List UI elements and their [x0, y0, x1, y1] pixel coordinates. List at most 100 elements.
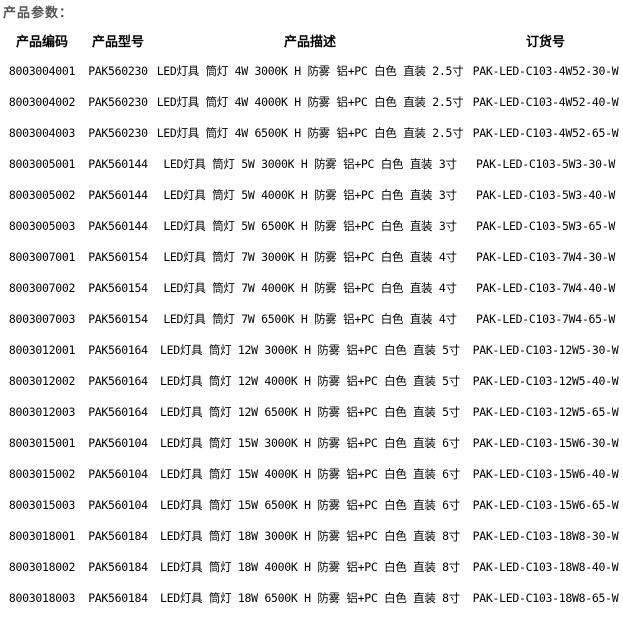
cell-order-number: PAK-LED-C103-5W3-30-W — [475, 156, 616, 171]
cell-product-code: 8003007002 — [8, 280, 76, 295]
cell-product-code: 8003012001 — [8, 342, 76, 357]
cell-product-description: LED灯具 筒灯 15W 6500K H 防雾 铝+PC 白色 直装 6寸 — [160, 497, 460, 512]
cell-order-number: PAK-LED-C103-18W8-65-W — [472, 590, 619, 605]
cell-product-code: 8003007003 — [8, 311, 76, 326]
cell-order-number: PAK-LED-C103-12W5-40-W — [472, 373, 619, 388]
cell-order-number: PAK-LED-C103-7W4-40-W — [475, 280, 616, 295]
cell-product-model: PAK560230 — [88, 63, 148, 78]
cell-product-model: PAK560104 — [88, 435, 148, 450]
cell-product-model: PAK560184 — [88, 528, 148, 543]
cell-product-code: 8003005003 — [8, 218, 76, 233]
table-row: 8003004002 PAK560230 LED灯具 筒灯 4W 4000K H… — [0, 86, 623, 117]
cell-product-model: PAK560104 — [88, 497, 148, 512]
table-row: 8003007003 PAK560154 LED灯具 筒灯 7W 6500K H… — [0, 303, 623, 334]
col-header-product-code: 产品编码 — [15, 34, 68, 50]
table-row: 8003012002 PAK560164 LED灯具 筒灯 12W 4000K … — [0, 365, 623, 396]
table-row: 8003012003 PAK560164 LED灯具 筒灯 12W 6500K … — [0, 396, 623, 427]
cell-order-number: PAK-LED-C103-12W5-65-W — [472, 404, 619, 419]
cell-product-description: LED灯具 筒灯 5W 6500K H 防雾 铝+PC 白色 直装 3寸 — [163, 218, 457, 233]
cell-order-number: PAK-LED-C103-7W4-65-W — [475, 311, 616, 326]
table-row: 8003007001 PAK560154 LED灯具 筒灯 7W 3000K H… — [0, 241, 623, 272]
cell-product-model: PAK560164 — [88, 404, 148, 419]
table-row: 8003015002 PAK560104 LED灯具 筒灯 15W 4000K … — [0, 458, 623, 489]
cell-product-code: 8003012003 — [8, 404, 76, 419]
page-title: 产品参数： — [3, 6, 74, 21]
cell-product-code: 8003012002 — [8, 373, 76, 388]
table-header: 产品编码 产品型号 产品描述 订货号 — [0, 25, 623, 55]
table-header-row: 产品编码 产品型号 产品描述 订货号 — [0, 25, 623, 55]
cell-product-description: LED灯具 筒灯 15W 3000K H 防雾 铝+PC 白色 直装 6寸 — [160, 435, 460, 450]
cell-product-description: LED灯具 筒灯 18W 6500K H 防雾 铝+PC 白色 直装 8寸 — [160, 590, 460, 605]
cell-product-model: PAK560144 — [88, 218, 148, 233]
cell-order-number: PAK-LED-C103-15W6-40-W — [472, 466, 619, 481]
cell-product-code: 8003004002 — [8, 94, 76, 109]
cell-product-code: 8003004003 — [8, 125, 76, 140]
cell-order-number: PAK-LED-C103-5W3-40-W — [475, 187, 616, 202]
cell-product-code: 8003018003 — [8, 590, 76, 605]
cell-order-number: PAK-LED-C103-7W4-30-W — [475, 249, 616, 264]
table-row: 8003018001 PAK560184 LED灯具 筒灯 18W 3000K … — [0, 520, 623, 551]
cell-product-description: LED灯具 筒灯 18W 4000K H 防雾 铝+PC 白色 直装 8寸 — [160, 559, 460, 574]
cell-product-description: LED灯具 筒灯 5W 3000K H 防雾 铝+PC 白色 直装 3寸 — [163, 156, 457, 171]
cell-order-number: PAK-LED-C103-4W52-40-W — [472, 94, 619, 109]
cell-product-code: 8003004001 — [8, 63, 76, 78]
cell-product-model: PAK560144 — [88, 156, 148, 171]
cell-order-number: PAK-LED-C103-18W8-30-W — [472, 528, 619, 543]
cell-product-description: LED灯具 筒灯 12W 4000K H 防雾 铝+PC 白色 直装 5寸 — [160, 373, 460, 388]
cell-product-code: 8003005001 — [8, 156, 76, 171]
cell-product-model: PAK560184 — [88, 559, 148, 574]
cell-product-description: LED灯具 筒灯 7W 6500K H 防雾 铝+PC 白色 直装 4寸 — [163, 311, 457, 326]
cell-product-description: LED灯具 筒灯 4W 3000K H 防雾 铝+PC 白色 直装 2.5寸 — [156, 63, 464, 78]
cell-product-description: LED灯具 筒灯 5W 4000K H 防雾 铝+PC 白色 直装 3寸 — [163, 187, 457, 202]
cell-product-code: 8003007001 — [8, 249, 76, 264]
cell-order-number: PAK-LED-C103-5W3-65-W — [475, 218, 616, 233]
table-row: 8003018002 PAK560184 LED灯具 筒灯 18W 4000K … — [0, 551, 623, 582]
product-parameters-table: 产品编码 产品型号 产品描述 订货号 8003004001 PAK560230 … — [0, 25, 623, 613]
cell-product-description: LED灯具 筒灯 7W 4000K H 防雾 铝+PC 白色 直装 4寸 — [163, 280, 457, 295]
cell-product-model: PAK560164 — [88, 373, 148, 388]
cell-product-model: PAK560230 — [88, 125, 148, 140]
table-row: 8003005003 PAK560144 LED灯具 筒灯 5W 6500K H… — [0, 210, 623, 241]
cell-order-number: PAK-LED-C103-4W52-30-W — [472, 63, 619, 78]
cell-order-number: PAK-LED-C103-12W5-30-W — [472, 342, 619, 357]
cell-order-number: PAK-LED-C103-15W6-65-W — [472, 497, 619, 512]
cell-product-code: 8003015002 — [8, 466, 76, 481]
cell-product-model: PAK560104 — [88, 466, 148, 481]
table-row: 8003015003 PAK560104 LED灯具 筒灯 15W 6500K … — [0, 489, 623, 520]
table-row: 8003018003 PAK560184 LED灯具 筒灯 18W 6500K … — [0, 582, 623, 613]
cell-product-description: LED灯具 筒灯 4W 4000K H 防雾 铝+PC 白色 直装 2.5寸 — [156, 94, 464, 109]
table-row: 8003004001 PAK560230 LED灯具 筒灯 4W 3000K H… — [0, 55, 623, 86]
table-row: 8003012001 PAK560164 LED灯具 筒灯 12W 3000K … — [0, 334, 623, 365]
col-header-product-model: 产品型号 — [91, 34, 144, 50]
table-row: 8003015001 PAK560104 LED灯具 筒灯 15W 3000K … — [0, 427, 623, 458]
cell-product-model: PAK560154 — [88, 280, 148, 295]
cell-product-model: PAK560164 — [88, 342, 148, 357]
cell-product-code: 8003015001 — [8, 435, 76, 450]
cell-order-number: PAK-LED-C103-4W52-65-W — [472, 125, 619, 140]
cell-order-number: PAK-LED-C103-15W6-30-W — [472, 435, 619, 450]
table-row: 8003005002 PAK560144 LED灯具 筒灯 5W 4000K H… — [0, 179, 623, 210]
cell-product-code: 8003018001 — [8, 528, 76, 543]
cell-product-description: LED灯具 筒灯 4W 6500K H 防雾 铝+PC 白色 直装 2.5寸 — [156, 125, 464, 140]
cell-order-number: PAK-LED-C103-18W8-40-W — [472, 559, 619, 574]
cell-product-model: PAK560144 — [88, 187, 148, 202]
cell-product-code: 8003015003 — [8, 497, 76, 512]
table-body: 8003004001 PAK560230 LED灯具 筒灯 4W 3000K H… — [0, 55, 623, 613]
cell-product-description: LED灯具 筒灯 7W 3000K H 防雾 铝+PC 白色 直装 4寸 — [163, 249, 457, 264]
cell-product-code: 8003005002 — [8, 187, 76, 202]
cell-product-description: LED灯具 筒灯 15W 4000K H 防雾 铝+PC 白色 直装 6寸 — [160, 466, 460, 481]
col-header-order-number: 订货号 — [525, 34, 565, 50]
cell-product-model: PAK560154 — [88, 249, 148, 264]
cell-product-model: PAK560154 — [88, 311, 148, 326]
col-header-product-description: 产品描述 — [283, 34, 336, 50]
table-row: 8003005001 PAK560144 LED灯具 筒灯 5W 3000K H… — [0, 148, 623, 179]
table-row: 8003004003 PAK560230 LED灯具 筒灯 4W 6500K H… — [0, 117, 623, 148]
cell-product-description: LED灯具 筒灯 18W 3000K H 防雾 铝+PC 白色 直装 8寸 — [160, 528, 460, 543]
cell-product-description: LED灯具 筒灯 12W 6500K H 防雾 铝+PC 白色 直装 5寸 — [160, 404, 460, 419]
cell-product-model: PAK560184 — [88, 590, 148, 605]
cell-product-model: PAK560230 — [88, 94, 148, 109]
cell-product-code: 8003018002 — [8, 559, 76, 574]
table-row: 8003007002 PAK560154 LED灯具 筒灯 7W 4000K H… — [0, 272, 623, 303]
cell-product-description: LED灯具 筒灯 12W 3000K H 防雾 铝+PC 白色 直装 5寸 — [160, 342, 460, 357]
